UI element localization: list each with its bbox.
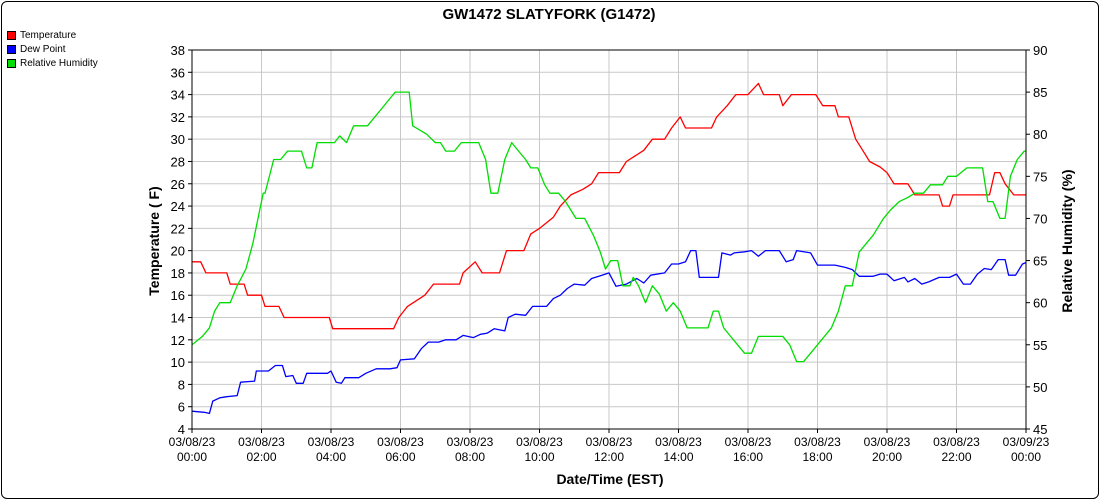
y2-tick-label: 75	[1033, 169, 1047, 184]
legend-label-relative-humidity: Relative Humidity	[20, 57, 98, 69]
y2-tick-label: 85	[1033, 85, 1047, 100]
x-tick-label-time: 20:00	[872, 450, 902, 464]
y2-axis-label: Relative Humidity (%)	[1059, 169, 1075, 312]
legend-swatch-temperature	[7, 30, 16, 40]
ticks: 03/08/2300:0003/08/2302:0003/08/2304:000…	[169, 43, 1050, 464]
x-tick-label-date: 03/09/23	[1003, 435, 1050, 449]
x-tick-label-time: 10:00	[524, 450, 554, 464]
y-tick-label: 22	[171, 221, 185, 236]
y2-tick-label: 60	[1033, 296, 1047, 311]
y-tick-label: 26	[171, 177, 185, 192]
x-tick-label-date: 03/08/23	[447, 435, 494, 449]
x-tick-label-date: 03/08/23	[864, 435, 911, 449]
legend-item-dew-point: Dew Point	[7, 42, 98, 56]
legend-label-dew-point: Dew Point	[20, 43, 66, 55]
x-tick-label-date: 03/08/23	[238, 435, 285, 449]
x-tick-label-time: 12:00	[594, 450, 624, 464]
x-tick-label-date: 03/08/23	[516, 435, 563, 449]
x-tick-label-time: 16:00	[733, 450, 763, 464]
y2-tick-label: 90	[1033, 43, 1047, 58]
x-tick-label-time: 00:00	[177, 450, 207, 464]
x-tick-label-time: 06:00	[385, 450, 415, 464]
x-tick-label-date: 03/08/23	[377, 435, 424, 449]
y2-tick-label: 50	[1033, 380, 1047, 395]
x-tick-label-time: 00:00	[1011, 450, 1041, 464]
y-tick-label: 16	[171, 288, 185, 303]
y-tick-label: 12	[171, 333, 185, 348]
y-tick-label: 14	[171, 311, 185, 326]
y-axis-label: Temperature ( F)	[146, 186, 162, 295]
x-tick-label-date: 03/08/23	[586, 435, 633, 449]
chart-title: GW1472 SLATYFORK (G1472)	[442, 6, 655, 23]
series-line-temperature	[192, 82, 1026, 330]
y-tick-label: 28	[171, 154, 185, 169]
y2-tick-label: 80	[1033, 127, 1047, 142]
legend-label-temperature: Temperature	[20, 29, 77, 41]
series-layer	[192, 82, 1026, 415]
y-tick-label: 38	[171, 43, 185, 58]
x-tick-label-date: 03/08/23	[655, 435, 702, 449]
y-tick-label: 30	[171, 132, 185, 147]
y-tick-label: 34	[171, 88, 185, 103]
y-tick-label: 6	[178, 400, 185, 415]
x-axis-label: Date/Time (EST)	[556, 471, 663, 487]
x-tick-label-date: 03/08/23	[794, 435, 841, 449]
y-tick-label: 36	[171, 65, 185, 80]
y-tick-label: 20	[171, 244, 185, 259]
y-tick-label: 10	[171, 355, 185, 370]
y-tick-label: 4	[178, 422, 185, 437]
x-tick-label-date: 03/08/23	[308, 435, 355, 449]
y2-tick-label: 70	[1033, 211, 1047, 226]
y-tick-label: 32	[171, 110, 185, 125]
y-tick-label: 8	[178, 377, 185, 392]
grid	[191, 49, 1027, 430]
x-tick-label-time: 02:00	[246, 450, 276, 464]
y2-tick-label: 45	[1033, 422, 1047, 437]
y-tick-label: 24	[171, 199, 185, 214]
legend-item-temperature: Temperature	[7, 28, 98, 42]
legend: Temperature Dew Point Relative Humidity	[7, 28, 98, 70]
x-tick-label-time: 14:00	[663, 450, 693, 464]
legend-swatch-relative-humidity	[7, 58, 16, 68]
legend-item-relative-humidity: Relative Humidity	[7, 56, 98, 70]
y-tick-label: 18	[171, 266, 185, 281]
y2-tick-label: 55	[1033, 338, 1047, 353]
x-tick-label-date: 03/08/23	[169, 435, 216, 449]
x-tick-label-date: 03/08/23	[933, 435, 980, 449]
x-tick-label-time: 22:00	[941, 450, 971, 464]
series-line-relative-humidity	[192, 91, 1026, 363]
x-tick-label-time: 08:00	[455, 450, 485, 464]
series-line-dew-point	[192, 249, 1026, 415]
y2-tick-label: 65	[1033, 254, 1047, 269]
x-tick-label-time: 18:00	[802, 450, 832, 464]
x-tick-label-time: 04:00	[316, 450, 346, 464]
legend-swatch-dew-point	[7, 44, 16, 54]
x-tick-label-date: 03/08/23	[725, 435, 772, 449]
